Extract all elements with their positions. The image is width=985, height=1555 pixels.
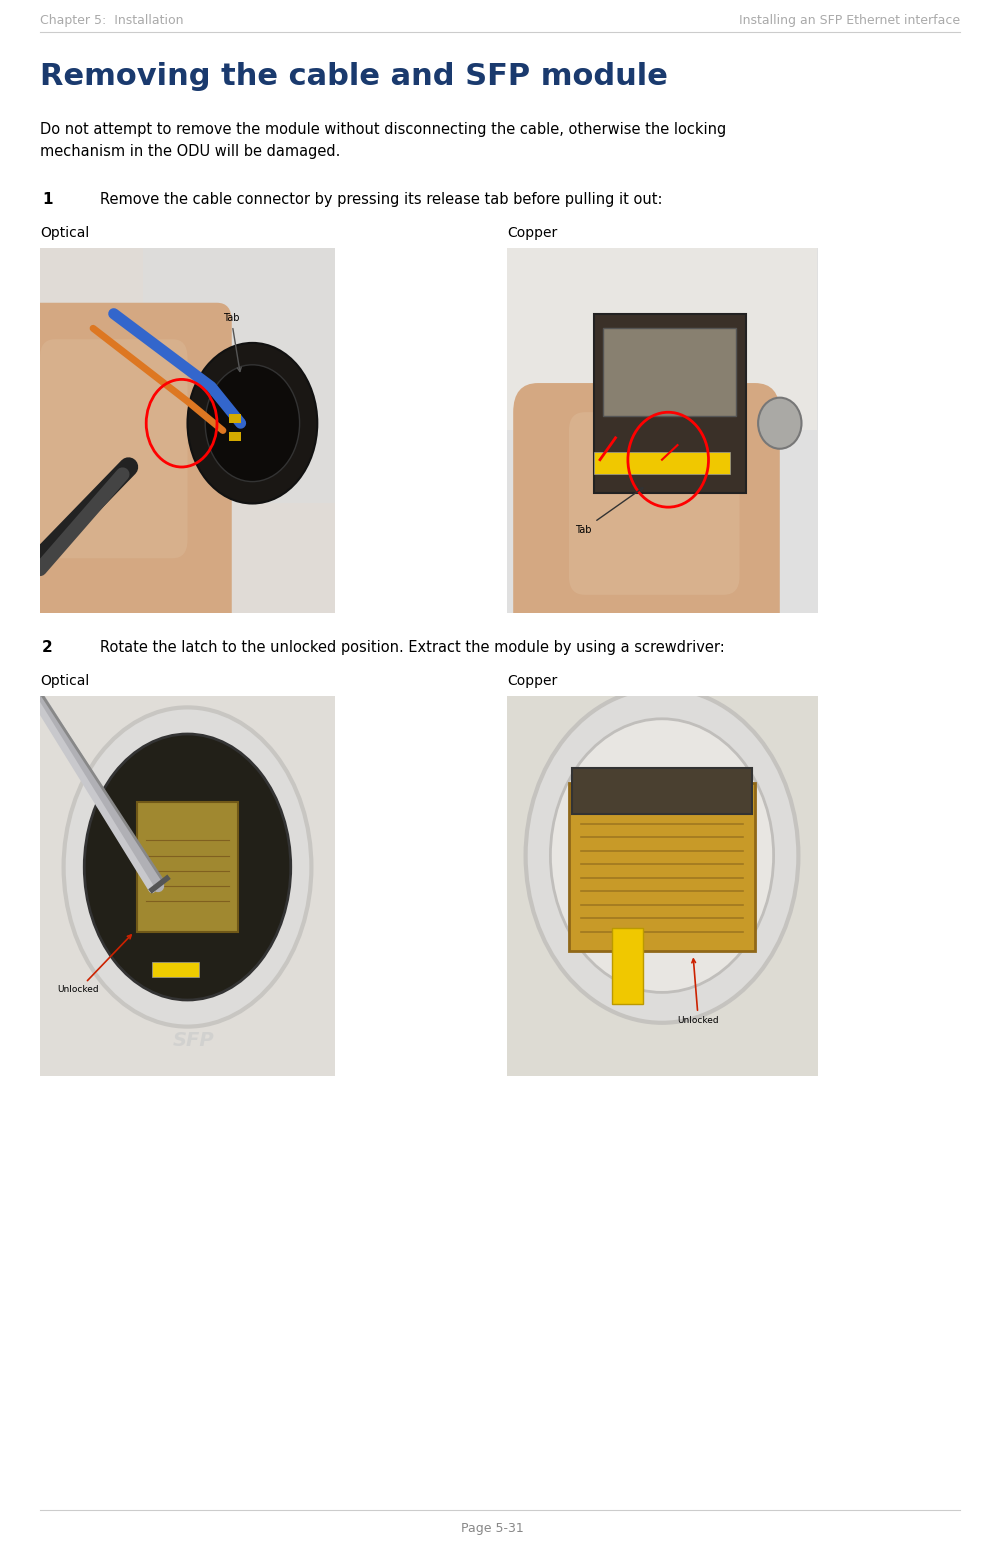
Bar [152, 963, 199, 977]
FancyBboxPatch shape [572, 768, 752, 813]
Circle shape [85, 734, 291, 1000]
FancyBboxPatch shape [143, 247, 335, 504]
Circle shape [205, 365, 299, 482]
FancyBboxPatch shape [613, 928, 643, 1005]
Text: 1: 1 [42, 191, 52, 207]
Bar [229, 432, 240, 442]
Text: SFP: SFP [172, 1031, 215, 1050]
Circle shape [551, 718, 773, 992]
Text: Do not attempt to remove the module without disconnecting the cable, otherwise t: Do not attempt to remove the module with… [40, 121, 726, 159]
Circle shape [758, 398, 802, 449]
FancyBboxPatch shape [11, 303, 231, 650]
Text: Tab: Tab [575, 488, 643, 535]
FancyBboxPatch shape [603, 328, 737, 415]
Text: Remove the cable connector by pressing its release tab before pulling it out:: Remove the cable connector by pressing i… [100, 191, 663, 207]
FancyBboxPatch shape [40, 339, 187, 558]
Bar [594, 453, 730, 474]
Text: Optical: Optical [40, 225, 90, 239]
Text: Copper: Copper [507, 225, 558, 239]
Circle shape [187, 344, 317, 504]
Text: Chapter 5:  Installation: Chapter 5: Installation [40, 14, 183, 26]
FancyBboxPatch shape [569, 412, 740, 594]
Circle shape [526, 689, 799, 1023]
FancyBboxPatch shape [569, 784, 755, 950]
FancyBboxPatch shape [507, 247, 817, 431]
Text: Tab: Tab [223, 313, 241, 372]
Text: Copper: Copper [507, 673, 558, 687]
Bar [229, 414, 240, 423]
FancyBboxPatch shape [513, 383, 780, 661]
Text: Rotate the latch to the unlocked position. Extract the module by using a screwdr: Rotate the latch to the unlocked positio… [100, 641, 725, 655]
Text: Unlocked: Unlocked [678, 959, 719, 1025]
FancyBboxPatch shape [137, 802, 237, 931]
Text: 2: 2 [42, 641, 53, 655]
Text: Page 5-31: Page 5-31 [461, 1522, 523, 1535]
Text: Installing an SFP Ethernet interface: Installing an SFP Ethernet interface [739, 14, 960, 26]
Circle shape [64, 708, 311, 1026]
Text: Removing the cable and SFP module: Removing the cable and SFP module [40, 62, 668, 92]
Text: Unlocked: Unlocked [58, 935, 131, 994]
Text: Optical: Optical [40, 673, 90, 687]
FancyBboxPatch shape [594, 314, 746, 493]
